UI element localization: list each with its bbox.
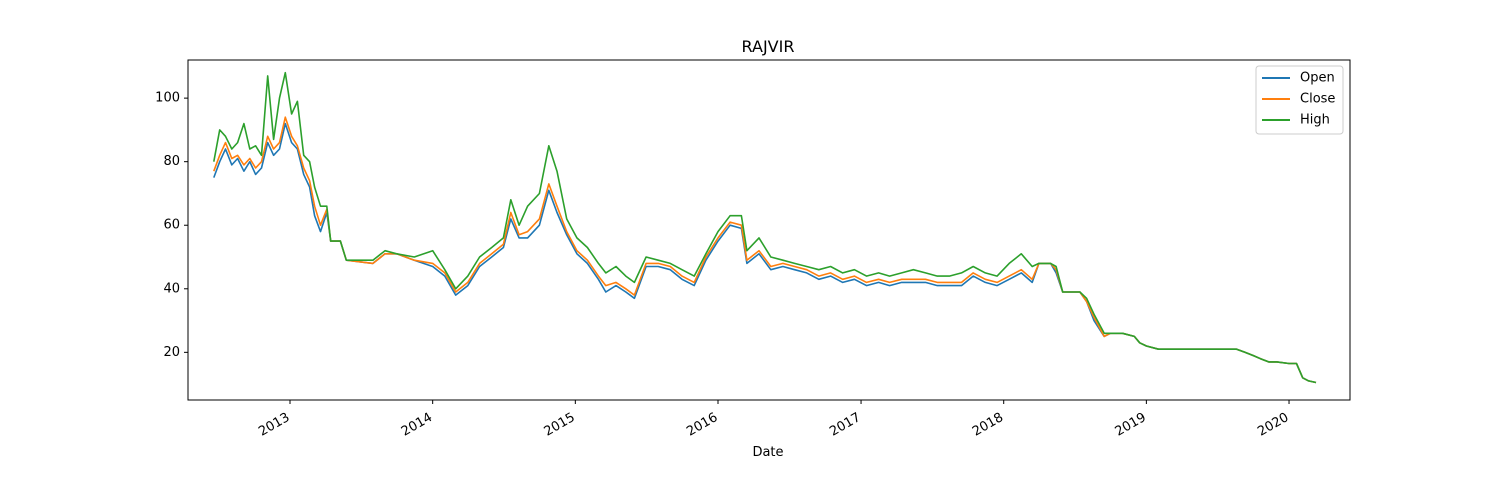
legend-label-open: Open: [1300, 71, 1335, 86]
series-line-open: [213, 122, 1317, 384]
legend-label-high: High: [1300, 113, 1330, 128]
series-layer: [213, 71, 1317, 384]
y-tick-label: 20: [163, 345, 180, 360]
plot-frame: [187, 59, 1351, 401]
y-tick-label: 100: [155, 91, 180, 106]
x-axis-title: Date: [752, 445, 783, 460]
legend: Open Close High: [1255, 65, 1344, 135]
legend-label-close: Close: [1300, 92, 1335, 107]
y-tick-label: 40: [163, 281, 180, 296]
series-line-high: [213, 71, 1317, 384]
y-tick-label: 80: [163, 154, 180, 169]
y-tick-label: 60: [163, 218, 180, 233]
legend-box: [1255, 65, 1344, 135]
chart-title: RAJVIR: [742, 37, 795, 56]
y-axis-ticks: 20 40 60 80 100: [155, 91, 188, 360]
series-line-close: [213, 116, 1317, 384]
